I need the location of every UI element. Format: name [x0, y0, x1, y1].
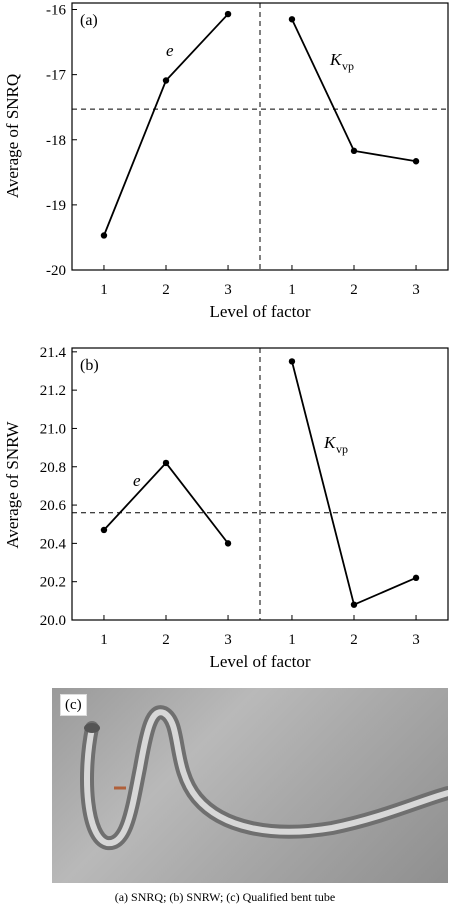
y-axis-label: Average of SNRW	[3, 420, 22, 548]
data-point	[162, 77, 170, 84]
figure-caption: (a) SNRQ; (b) SNRW; (c) Qualified bent t…	[114, 890, 336, 904]
y-tick-label: -18	[46, 133, 66, 149]
data-point	[350, 601, 358, 608]
series-label-e: e	[166, 41, 174, 60]
x-tick-label: 2	[350, 282, 358, 298]
x-tick-label: 1	[288, 632, 296, 648]
series-label-e: e	[133, 471, 141, 490]
data-point	[350, 147, 358, 155]
y-tick-label: 20.2	[40, 575, 66, 591]
series-label-kvp: K	[329, 50, 343, 69]
y-tick-label: -19	[46, 198, 66, 214]
x-tick-label: 3	[224, 282, 232, 298]
data-point	[412, 158, 420, 165]
data-point	[100, 526, 108, 534]
data-point	[288, 16, 296, 23]
y-tick-label: 20.8	[40, 460, 66, 476]
x-tick-label: 2	[162, 632, 170, 648]
x-tick-label: 3	[412, 632, 420, 648]
y-tick-label: 21.0	[40, 421, 66, 437]
y-tick-label: -20	[46, 263, 66, 279]
x-tick-label: 2	[350, 632, 358, 648]
data-point	[288, 358, 296, 365]
x-tick-label: 3	[224, 632, 232, 648]
series-label-kvp: K	[323, 433, 337, 452]
data-point	[412, 574, 420, 582]
x-tick-label: 1	[100, 632, 108, 648]
series-line-Kvp	[291, 361, 417, 606]
photo-panel-label: (c)	[60, 694, 87, 716]
bent-tube-image	[80, 705, 448, 850]
x-tick-label: 3	[412, 282, 420, 298]
data-point	[224, 540, 232, 547]
y-axis-label: Average of SNRQ	[3, 74, 22, 198]
x-tick-label: 1	[288, 282, 296, 298]
data-point	[100, 232, 108, 239]
y-tick-label: 21.2	[40, 383, 66, 399]
x-tick-label: 2	[162, 282, 170, 298]
data-point	[162, 459, 170, 467]
y-tick-label: 20.6	[40, 498, 67, 514]
y-tick-label: -17	[46, 68, 66, 84]
data-point	[224, 10, 232, 18]
series-line-Kvp	[291, 18, 417, 163]
panel-label: (a)	[80, 12, 98, 29]
series-label-kvp-subscript: vp	[336, 442, 348, 456]
y-tick-label: 21.4	[40, 345, 67, 361]
series-line-e	[103, 461, 229, 544]
y-tick-label: 20.0	[40, 613, 66, 629]
x-axis-label: Level of factor	[210, 652, 311, 671]
y-tick-label: 20.4	[40, 536, 67, 552]
x-axis-label: Level of factor	[210, 302, 311, 321]
y-tick-label: -16	[46, 3, 66, 19]
series-label-kvp-subscript: vp	[342, 59, 354, 73]
x-tick-label: 1	[100, 282, 108, 298]
bent-tube-photo	[52, 688, 448, 883]
panel-label: (b)	[80, 357, 99, 374]
